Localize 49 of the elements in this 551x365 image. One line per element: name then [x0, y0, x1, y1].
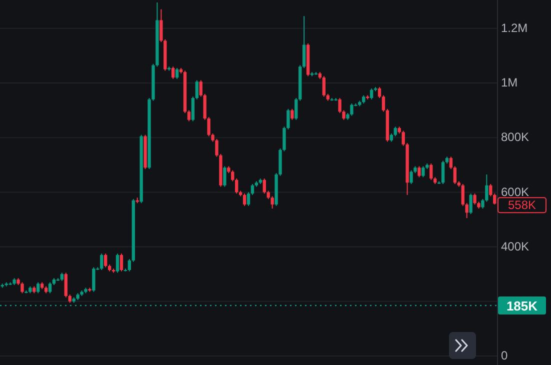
y-tick-label: 1M [501, 76, 518, 90]
candlestick [92, 266, 96, 292]
candlestick [120, 253, 124, 272]
candlestick [394, 126, 397, 137]
candlestick [430, 163, 433, 180]
candlestick [246, 192, 250, 206]
candlestick [48, 282, 52, 294]
candlestick [418, 166, 421, 178]
candlestick [290, 108, 294, 120]
ref-line-label: 185K [506, 298, 538, 314]
candlestick [36, 282, 40, 294]
candlestick [410, 170, 413, 184]
y-tick-label: 1.2M [501, 20, 528, 35]
candlestick [469, 193, 472, 215]
candlestick [100, 253, 104, 270]
candlestick [370, 88, 374, 100]
candlestick [449, 156, 453, 170]
candlestick [422, 166, 425, 178]
y-tick-label: 400K [501, 239, 530, 254]
candlestick [175, 67, 179, 80]
y-tick-label: 800K [501, 130, 530, 144]
y-tick-label: 600K [501, 184, 530, 199]
candlestick [441, 160, 445, 184]
candlestick [235, 178, 238, 194]
y-tick-label: 0 [501, 348, 508, 363]
candlestick [378, 86, 382, 99]
candlestick [242, 193, 246, 206]
candlestick [191, 96, 195, 122]
candlestick [262, 178, 266, 194]
text: 558K [508, 198, 536, 212]
candlestick [64, 272, 68, 298]
candlestick [171, 66, 175, 80]
candlestick [489, 184, 492, 197]
candlestick [382, 94, 386, 112]
candlestick [250, 184, 254, 196]
candlestick [195, 80, 198, 100]
candlestick [223, 166, 226, 188]
candlestick [350, 102, 354, 116]
candlestick [322, 76, 326, 98]
candlestick [128, 258, 131, 272]
candlestick [294, 98, 298, 120]
candlestick [231, 170, 234, 182]
candlestick [473, 193, 476, 205]
candlestick [104, 253, 108, 268]
candlestick [187, 110, 191, 122]
candlestick [302, 16, 306, 68]
candlestick [116, 253, 120, 274]
candlestick [20, 282, 24, 294]
candlestick [453, 166, 457, 184]
